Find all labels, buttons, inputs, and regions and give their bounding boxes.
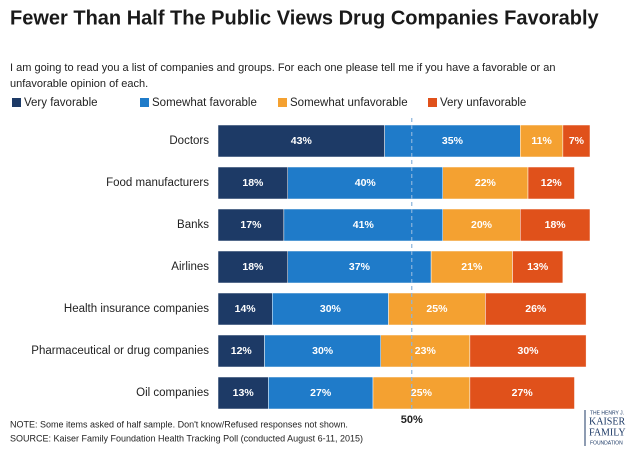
bar-segment xyxy=(469,334,587,368)
value-label: 35% xyxy=(442,135,464,147)
note: NOTE: Some items asked of half sample. D… xyxy=(10,419,348,429)
chart-title: Fewer Than Half The Public Views Drug Co… xyxy=(10,7,600,29)
subtitle: unfavorable opinion of each. xyxy=(10,78,148,90)
legend-swatch xyxy=(278,98,287,107)
category-label: Banks xyxy=(177,219,209,231)
logo-text: THE HENRY J. xyxy=(590,410,624,416)
bar-segment xyxy=(217,376,269,410)
logo-text: FOUNDATION xyxy=(590,440,623,446)
value-label: 27% xyxy=(310,387,332,399)
legend-label: Very favorable xyxy=(24,97,98,109)
value-label: 25% xyxy=(411,387,433,399)
value-label: 11% xyxy=(531,135,552,147)
value-label: 18% xyxy=(242,177,264,189)
bar-segment xyxy=(512,250,564,284)
value-label: 21% xyxy=(461,261,483,273)
legend-label: Somewhat unfavorable xyxy=(290,97,408,109)
legend-swatch xyxy=(140,98,149,107)
bar-segment xyxy=(268,376,374,410)
bar-segment xyxy=(384,124,521,158)
bar-segment xyxy=(469,376,575,410)
bar-segment xyxy=(520,208,591,242)
value-label: 43% xyxy=(291,135,313,147)
note: SOURCE: Kaiser Family Foundation Health … xyxy=(10,433,363,443)
bar-segment xyxy=(430,250,513,284)
value-label: 37% xyxy=(349,261,371,273)
bar-segment xyxy=(442,208,521,242)
value-label: 7% xyxy=(569,135,585,147)
bar-segment xyxy=(380,334,471,368)
bar-segment xyxy=(264,334,381,368)
bar-segment xyxy=(527,166,575,200)
bar-segment xyxy=(485,292,587,326)
value-label: 25% xyxy=(426,303,448,315)
value-label: 40% xyxy=(355,177,377,189)
value-label: 41% xyxy=(353,219,375,231)
bar-segment xyxy=(217,124,385,158)
bar-segment xyxy=(287,166,443,200)
value-label: 18% xyxy=(242,261,264,273)
legend-swatch xyxy=(428,98,437,107)
category-label: Doctors xyxy=(169,135,209,147)
category-label: Oil companies xyxy=(136,387,209,399)
legend-label: Somewhat favorable xyxy=(152,97,257,109)
value-label: 20% xyxy=(471,219,493,231)
reference-label: 50% xyxy=(401,414,423,426)
subtitle: I am going to read you a list of compani… xyxy=(10,62,555,74)
value-label: 12% xyxy=(231,345,253,357)
value-label: 23% xyxy=(415,345,437,357)
value-label: 30% xyxy=(517,345,539,357)
logo-text: KAISER xyxy=(589,416,625,427)
category-label: Food manufacturers xyxy=(106,177,209,189)
value-label: 18% xyxy=(545,219,567,231)
value-label: 27% xyxy=(512,387,534,399)
bar-segment xyxy=(287,250,432,284)
bar-segment xyxy=(562,124,591,158)
bar-segment xyxy=(283,208,443,242)
value-label: 12% xyxy=(541,177,563,189)
bar-segment xyxy=(372,376,471,410)
bar-segment xyxy=(217,334,265,368)
bar-segment xyxy=(217,250,288,284)
value-label: 30% xyxy=(312,345,334,357)
bar-segment xyxy=(217,292,273,326)
category-label: Airlines xyxy=(171,261,209,273)
value-label: 14% xyxy=(235,303,257,315)
value-label: 13% xyxy=(233,387,255,399)
logo-text: FAMILY xyxy=(589,427,626,438)
legend-swatch xyxy=(12,98,21,107)
legend-label: Very unfavorable xyxy=(440,97,526,109)
bar-segment xyxy=(217,166,288,200)
bar-segment xyxy=(272,292,389,326)
value-label: 26% xyxy=(525,303,547,315)
value-label: 22% xyxy=(475,177,497,189)
value-label: 30% xyxy=(320,303,342,315)
value-label: 13% xyxy=(527,261,549,273)
bar-segment xyxy=(388,292,486,326)
category-label: Health insurance companies xyxy=(64,303,209,315)
category-label: Pharmaceutical or drug companies xyxy=(31,345,209,357)
bar-segment xyxy=(442,166,529,200)
value-label: 17% xyxy=(240,219,262,231)
bar-segment xyxy=(217,208,285,242)
